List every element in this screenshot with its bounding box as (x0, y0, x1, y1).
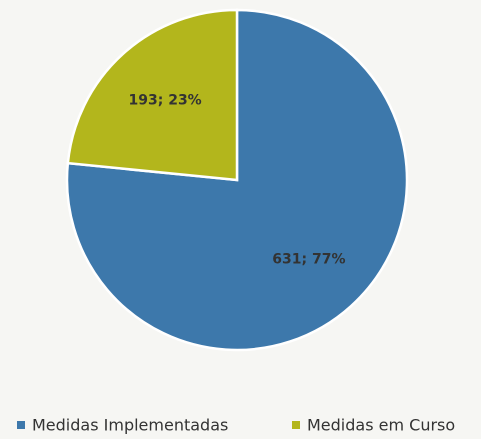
legend-label: Medidas Implementadas (32, 416, 228, 435)
pie-slice (66, 8, 239, 182)
legend-marker (17, 421, 25, 429)
legend-label: Medidas em Curso (307, 416, 455, 435)
value-label: 193; 23% (129, 93, 202, 109)
value-label: 631; 77% (272, 251, 345, 267)
legend-marker (292, 421, 300, 429)
